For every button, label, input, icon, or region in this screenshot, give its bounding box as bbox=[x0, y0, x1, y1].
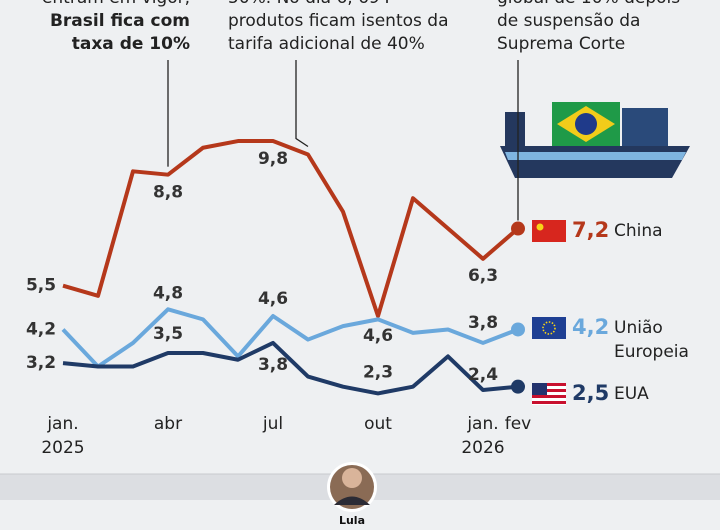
annotation: entram em vigor,Brasil fica com taxa de 1… bbox=[42, 0, 190, 56]
data-label: 4,8 bbox=[153, 283, 183, 303]
data-label: 4,6 bbox=[363, 326, 393, 346]
series-line bbox=[62, 139, 520, 319]
end-value-label: 2,5 bbox=[572, 381, 609, 405]
data-label: 3,8 bbox=[468, 313, 498, 333]
annotation-line: tarifa adicional de 40% bbox=[228, 34, 425, 54]
x-tick-label: abr bbox=[153, 414, 183, 434]
annotation-line: Suprema Corte bbox=[497, 34, 626, 54]
end-marker bbox=[511, 379, 525, 394]
x-tick-label: out bbox=[364, 414, 392, 434]
legend-entry: EUA bbox=[614, 384, 649, 404]
annotation-leader bbox=[295, 60, 309, 148]
x-tick-label: jan. 2026 bbox=[461, 414, 505, 458]
footer-label: Lula bbox=[338, 514, 366, 527]
flag-usa bbox=[532, 383, 566, 405]
legend-entry: União Europeia bbox=[614, 318, 689, 362]
annotation-line: Brasil fica com bbox=[49, 11, 190, 31]
data-label: 4,6 bbox=[258, 289, 288, 309]
end-marker bbox=[511, 322, 525, 337]
x-tick-label: jan. 2025 bbox=[41, 414, 85, 458]
annotation-line: global de 10% depois bbox=[497, 0, 680, 10]
annotation-line: 50%. No dia 6, 694 bbox=[228, 0, 449, 10]
end-value-label: 4,2 bbox=[572, 315, 609, 339]
data-label: 6,3 bbox=[468, 266, 498, 286]
data-label: 3,5 bbox=[153, 324, 183, 344]
data-label: 8,8 bbox=[153, 183, 183, 203]
data-label: 2,3 bbox=[363, 362, 393, 382]
data-label: 9,8 bbox=[258, 149, 288, 169]
avatar bbox=[327, 462, 377, 512]
flag-china bbox=[532, 220, 566, 242]
end-marker bbox=[511, 221, 525, 236]
annotation: global de 10% depoisde suspensão da Supre… bbox=[497, 0, 680, 56]
data-label: 4,2 bbox=[26, 319, 56, 339]
data-label: 2,4 bbox=[468, 365, 498, 385]
data-label: 3,8 bbox=[258, 355, 288, 375]
legend-entry: China bbox=[614, 221, 663, 241]
x-tick-label: fev bbox=[504, 414, 532, 434]
annotation-line: produtos ficam isentos da bbox=[228, 11, 449, 31]
ship-icon bbox=[500, 102, 690, 178]
annotation-line: entram em vigor, bbox=[42, 0, 190, 10]
annotation-line: de suspensão da bbox=[497, 11, 641, 31]
series-line bbox=[61, 307, 519, 369]
annotation-line: taxa de 10% bbox=[71, 34, 190, 54]
data-label: 5,5 bbox=[26, 276, 56, 296]
data-label: 3,2 bbox=[26, 353, 56, 373]
x-tick-label: jul bbox=[262, 414, 284, 434]
end-value-label: 7,2 bbox=[572, 218, 609, 242]
annotation: 50%. No dia 6, 694produtos ficam isentos… bbox=[228, 0, 449, 56]
flag-eu bbox=[532, 317, 566, 339]
series-line bbox=[62, 340, 519, 396]
